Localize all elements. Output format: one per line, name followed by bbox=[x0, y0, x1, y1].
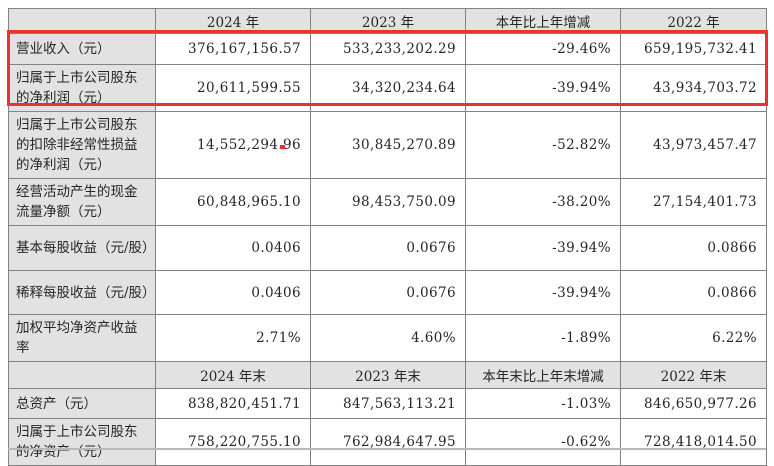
value-cell: 0.0866 bbox=[620, 270, 767, 315]
financial-summary-page: 2024 年 2023 年本年比上年增减 2022 年营业收入（元） 376,167,… bbox=[7, 8, 768, 466]
column-header: 本年比上年增减 bbox=[465, 8, 621, 34]
value-cell: 20,611,599.55 bbox=[155, 64, 311, 112]
row-label: 加权平均净资产收益率 bbox=[8, 314, 156, 362]
value-cell: -39.94% bbox=[465, 64, 621, 112]
table-row: 归属于上市公司股东的净资产（元） 758,220,755.10 762,984,64… bbox=[8, 418, 767, 466]
table-row: 基本每股收益（元/股） 0.0406 0.0676 -39.94% 0.0866 bbox=[8, 225, 767, 271]
value-cell: 98,453,750.09 bbox=[310, 178, 466, 226]
value-cell: 2.71% bbox=[155, 314, 311, 362]
column-header: 2022 年末 bbox=[620, 361, 767, 389]
value-cell: 60,848,965.10 bbox=[155, 178, 311, 226]
row-label: 经营活动产生的现金流量净额（元） bbox=[8, 178, 156, 226]
value-cell: -52.82% bbox=[465, 111, 621, 179]
financial-indicators-table: 2024 年 2023 年本年比上年增减 2022 年营业收入（元） 376,167,… bbox=[8, 8, 767, 466]
value-cell: -29.46% bbox=[465, 33, 621, 65]
value-cell: 758,220,755.10 bbox=[155, 418, 311, 466]
value-cell: 659,195,732.41 bbox=[620, 33, 767, 65]
table-row: 归属于上市公司股东的扣除非经常性损益的净利润（元） 14,552,294.96 30… bbox=[8, 111, 767, 179]
value-cell: 27,154,401.73 bbox=[620, 178, 767, 226]
table-row: 经营活动产生的现金流量净额（元） 60,848,965.10 98,453,750.… bbox=[8, 178, 767, 226]
value-cell: -39.94% bbox=[465, 270, 621, 315]
value-cell: 847,563,113.21 bbox=[310, 388, 466, 419]
value-cell: -1.89% bbox=[465, 314, 621, 362]
value-cell: 6.22% bbox=[620, 314, 767, 362]
value-cell: 0.0406 bbox=[155, 270, 311, 315]
row-label: 基本每股收益（元/股） bbox=[8, 225, 156, 271]
column-header: 本年末比上年末增减 bbox=[465, 361, 621, 389]
row-label: 归属于上市公司股东的净利润（元） bbox=[8, 64, 156, 112]
header-row-year: 2024 年 2023 年本年比上年增减 2022 年 bbox=[8, 8, 767, 34]
value-cell: 34,320,234.64 bbox=[310, 64, 466, 112]
value-cell: -39.94% bbox=[465, 225, 621, 271]
row-label: 营业收入（元） bbox=[8, 33, 156, 65]
column-header: 2023 年末 bbox=[310, 361, 466, 389]
table-row: 加权平均净资产收益率 2.71% 4.60% -1.89% 6.22% bbox=[8, 314, 767, 362]
value-cell: 846,650,977.26 bbox=[620, 388, 767, 419]
row-label: 归属于上市公司股东的扣除非经常性损益的净利润（元） bbox=[8, 111, 156, 179]
row-label: 总资产（元） bbox=[8, 388, 156, 419]
column-header: 2024 年末 bbox=[155, 361, 311, 389]
value-cell: -38.20% bbox=[465, 178, 621, 226]
column-header: 2023 年 bbox=[310, 8, 466, 34]
value-cell: 0.0676 bbox=[310, 225, 466, 271]
next-row-top-edge bbox=[8, 448, 766, 450]
value-cell: 30,845,270.89 bbox=[310, 111, 466, 179]
value-cell: 533,233,202.29 bbox=[310, 33, 466, 65]
column-header: 2024 年 bbox=[155, 8, 311, 34]
value-cell: 728,418,014.50 bbox=[620, 418, 767, 466]
header-row-year-end: 2024 年末 2023 年末 本年末比上年末增减 2022 年末 bbox=[8, 361, 767, 389]
corner-cell bbox=[8, 8, 156, 34]
red-dot-marker bbox=[280, 145, 285, 149]
value-cell: -0.62% bbox=[465, 418, 621, 466]
row-label: 归属于上市公司股东的净资产（元） bbox=[8, 418, 156, 466]
value-cell: 43,973,457.47 bbox=[620, 111, 767, 179]
value-cell: 0.0676 bbox=[310, 270, 466, 315]
value-cell: 762,984,647.95 bbox=[310, 418, 466, 466]
value-cell: 0.0866 bbox=[620, 225, 767, 271]
value-cell: 0.0406 bbox=[155, 225, 311, 271]
value-cell: 376,167,156.57 bbox=[155, 33, 311, 65]
table-row: 稀释每股收益（元/股） 0.0406 0.0676 -39.94% 0.0866 bbox=[8, 270, 767, 315]
value-cell: 838,820,451.71 bbox=[155, 388, 311, 419]
row-label: 稀释每股收益（元/股） bbox=[8, 270, 156, 315]
table-row: 总资产（元） 838,820,451.71 847,563,113.21 -1.03%… bbox=[8, 388, 767, 419]
value-cell: 14,552,294.96 bbox=[155, 111, 311, 179]
corner-cell bbox=[8, 361, 156, 389]
column-header: 2022 年 bbox=[620, 8, 767, 34]
value-cell: 43,934,703.72 bbox=[620, 64, 767, 112]
value-cell: -1.03% bbox=[465, 388, 621, 419]
table-row: 营业收入（元） 376,167,156.57 533,233,202.29 -29.4… bbox=[8, 33, 767, 65]
table-row: 归属于上市公司股东的净利润（元） 20,611,599.55 34,320,234.… bbox=[8, 64, 767, 112]
value-cell: 4.60% bbox=[310, 314, 466, 362]
